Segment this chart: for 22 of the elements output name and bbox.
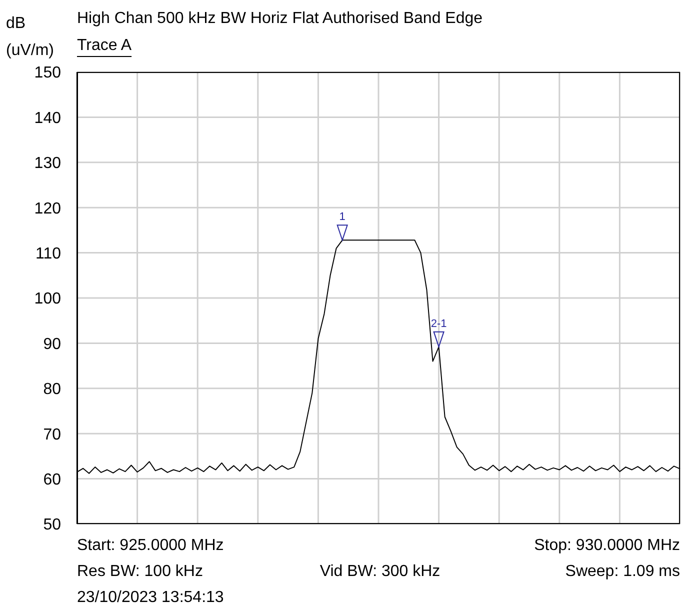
chart-title: High Chan 500 kHz BW Horiz Flat Authorised Band Edge bbox=[77, 10, 483, 28]
y-tick-label: 60 bbox=[43, 471, 62, 488]
chart-subtitle: Trace A bbox=[77, 37, 132, 55]
text: 23/10/2023 13:54:13 bbox=[77, 589, 224, 607]
y-tick-label: 140 bbox=[34, 110, 62, 127]
text: Sweep: 1.09 ms bbox=[565, 563, 680, 581]
text: Res BW: 100 kHz bbox=[77, 563, 203, 581]
text: Vid BW: 300 kHz bbox=[320, 563, 440, 581]
y-tick-label: 110 bbox=[35, 245, 62, 262]
y-tick-label: 100 bbox=[34, 290, 62, 308]
y-tick-label: 150 bbox=[34, 64, 62, 82]
text: Stop: 930.0000 MHz bbox=[534, 537, 680, 555]
y-tick-label: 90 bbox=[43, 336, 62, 353]
y-tick-label: 80 bbox=[43, 381, 62, 398]
annotation: 1 bbox=[339, 211, 346, 224]
y-tick-label: 50 bbox=[43, 516, 62, 534]
y-tick-label: 130 bbox=[34, 155, 62, 172]
annotation: 2-1 bbox=[430, 318, 447, 330]
y-tick-label: 120 bbox=[34, 200, 62, 218]
y-axis-title: dB (uV/m) bbox=[6, 14, 55, 61]
text: Start: 925.0000 MHz bbox=[77, 537, 224, 555]
y-tick-label: 70 bbox=[43, 426, 62, 444]
